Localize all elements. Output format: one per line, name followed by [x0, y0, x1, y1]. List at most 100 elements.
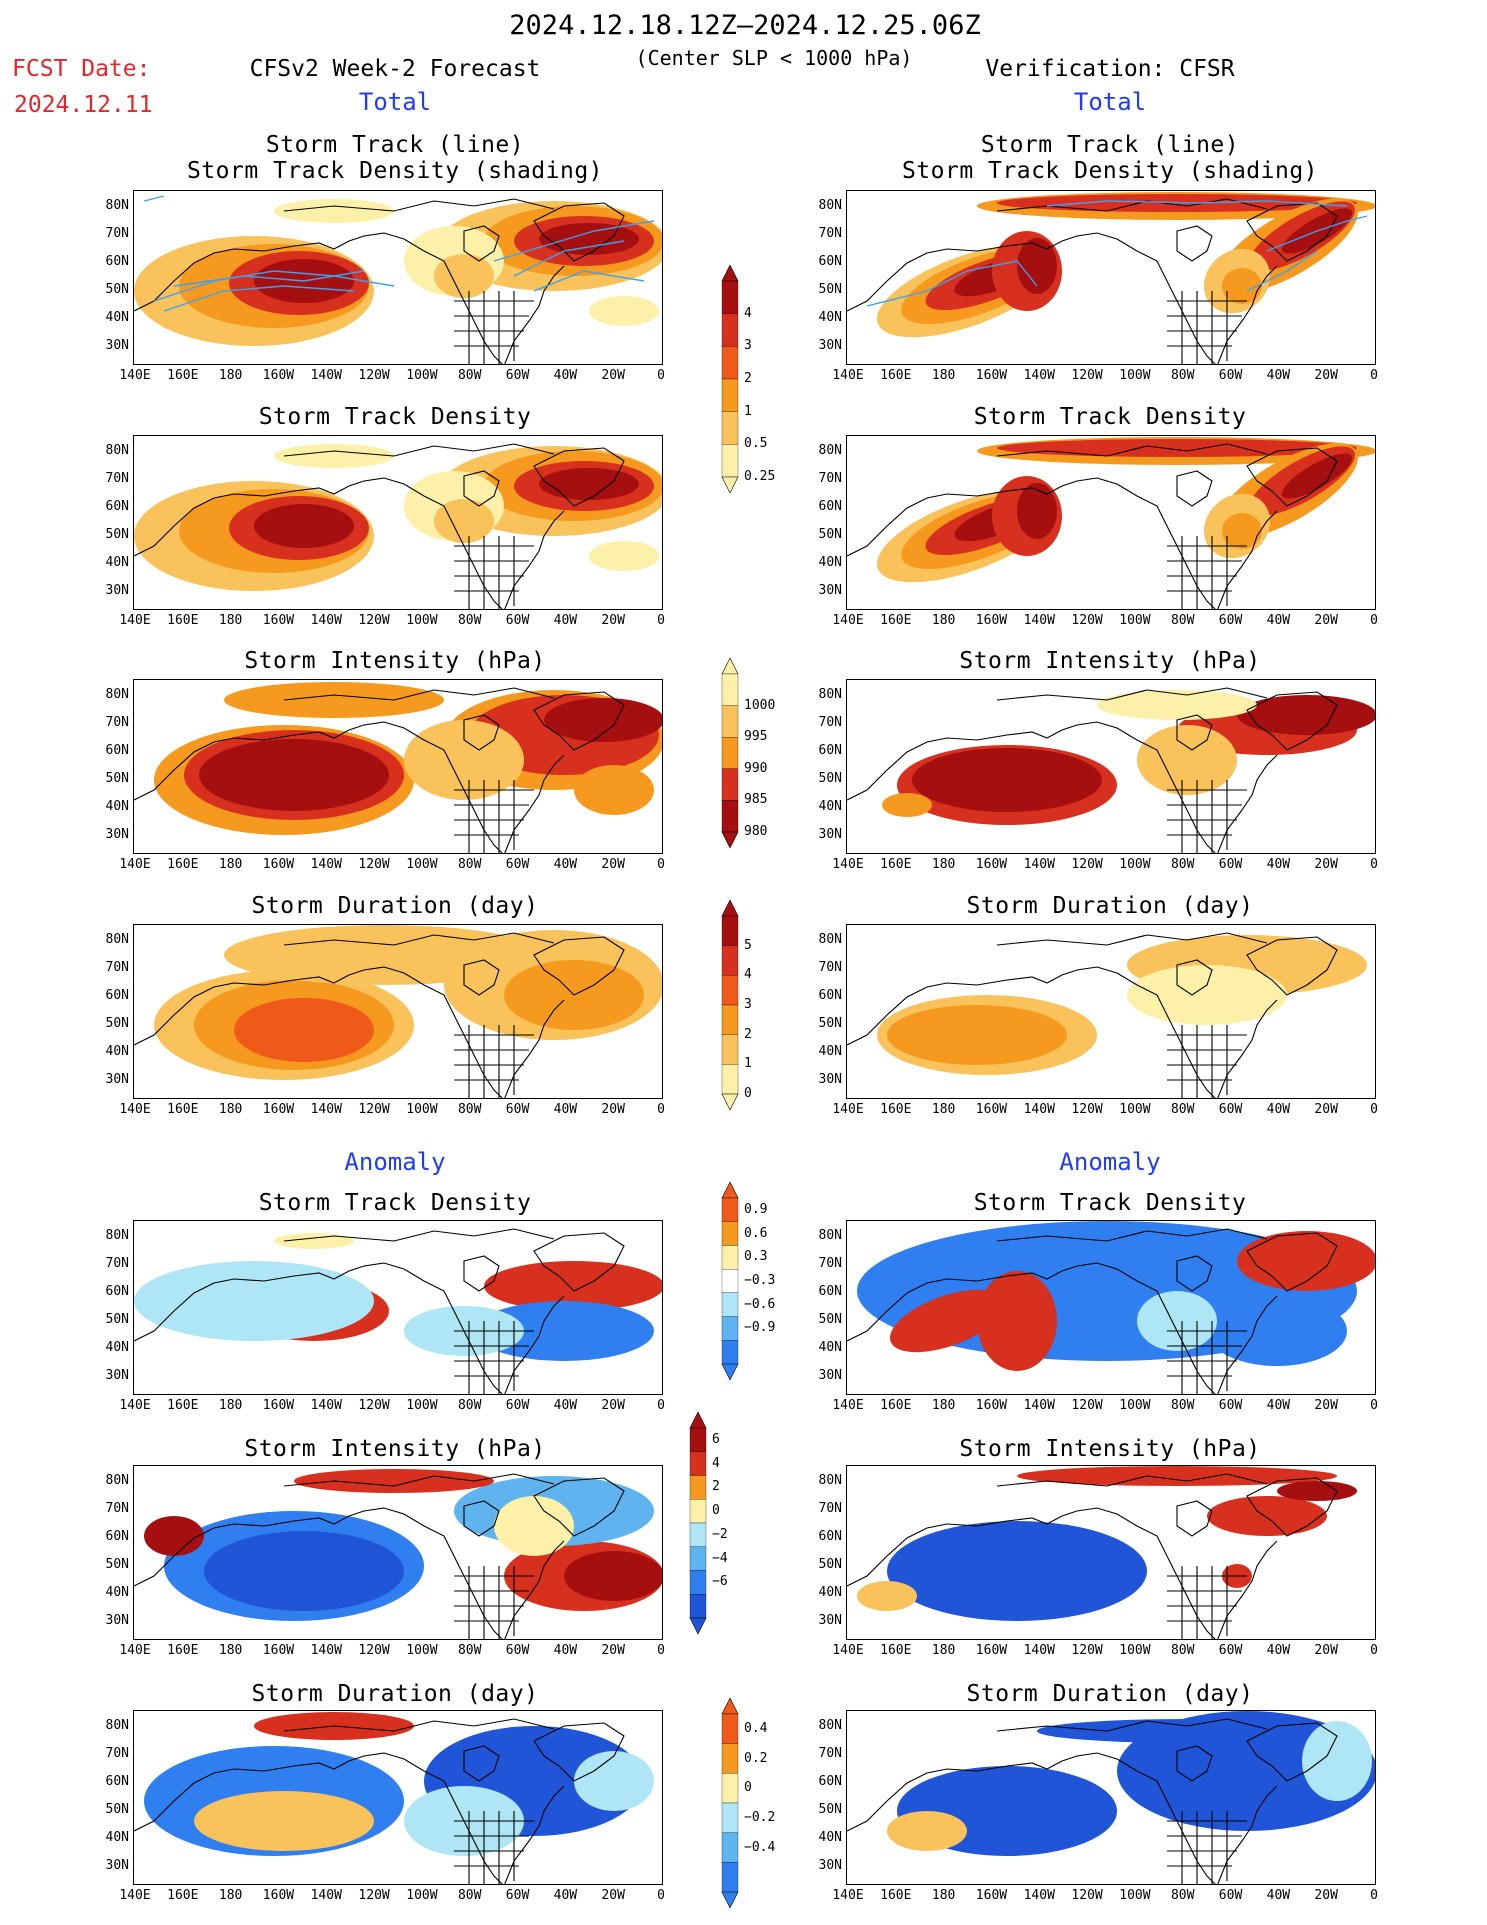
shading-region [204, 1531, 404, 1611]
colorbar-swatch [721, 313, 739, 347]
colorbar-label: 1 [744, 1056, 752, 1072]
lon-tick-label: 40W [1266, 857, 1291, 872]
colorbar-duration-anom: 0.4 0.2 0 −0.2 −0.4 [721, 1697, 775, 1912]
lon-tick-label: 0 [657, 1643, 665, 1658]
lat-tick-label: 70N [818, 471, 842, 486]
lon-tick-label: 160E [167, 368, 199, 383]
colorbar-swatch [721, 1064, 739, 1095]
lon-tick-label: 100W [1119, 1102, 1151, 1117]
lon-tick-label: 120W [1071, 1643, 1103, 1658]
colorbar-swatch [721, 1316, 739, 1341]
lon-tick-label: 180 [218, 1398, 243, 1413]
lat-tick-label: 70N [105, 960, 129, 975]
forecast-title: CFSv2 Week-2 Forecast [249, 56, 541, 82]
lon-tick-label: 160W [975, 1398, 1008, 1413]
colorbar-swatch [689, 1427, 707, 1452]
lon-tick-label: 60W [505, 368, 530, 383]
colorbar-label: −6 [712, 1574, 728, 1590]
lon-tick-label: 40W [1266, 1888, 1291, 1903]
lon-tick-label: 160E [167, 1102, 199, 1117]
colorbar-label: 3 [744, 997, 752, 1012]
lon-tick-label: 60W [505, 1643, 530, 1658]
coastline [533, 936, 625, 996]
lat-tick-label: 40N [818, 1340, 842, 1355]
lon-tick-label: 140W [1023, 1643, 1055, 1658]
coastline [283, 932, 555, 946]
colorbar-label: 2 [744, 1026, 752, 1042]
colorbar-swatch [721, 1292, 739, 1317]
colorbar-label: 2 [712, 1479, 720, 1495]
lat-tick-label: 80N [105, 687, 129, 702]
lon-tick-label: 120W [358, 857, 390, 872]
lon-tick-label: 160E [880, 857, 912, 872]
lon-tick-label: 100W [406, 1888, 438, 1903]
lon-tick-label: 180 [218, 1102, 243, 1117]
shading-region [434, 254, 494, 298]
fcst-anom-density-title: Storm Track Density [258, 1190, 532, 1216]
lon-tick-label: 100W [406, 613, 438, 628]
colorbar-swatch [721, 945, 739, 976]
shading-region [274, 444, 394, 468]
shading-region [434, 499, 494, 543]
lat-tick-label: 50N [818, 1312, 842, 1327]
period-title: 2024.12.18.12Z–2024.12.25.06Z [509, 10, 981, 41]
colorbar-duration-total: 5 4 3 2 1 0 [721, 899, 752, 1114]
lon-tick-label: 140W [1023, 613, 1055, 628]
lon-tick-label: 120W [1071, 1398, 1103, 1413]
shading-region [997, 439, 1357, 457]
lon-tick-label: 80W [457, 613, 482, 628]
lat-tick-label: 70N [105, 1501, 129, 1516]
lon-tick-label: 20W [1314, 368, 1338, 383]
lon-tick-label: 160W [262, 857, 295, 872]
lon-tick-label: 60W [1218, 857, 1243, 872]
colorbar-swatch [721, 800, 739, 833]
lon-tick-label: 160E [880, 1888, 912, 1903]
coastline [454, 1566, 534, 1639]
lon-tick-label: 100W [406, 1398, 438, 1413]
lon-tick-label: 140E [119, 368, 151, 383]
lon-tick-label: 140W [1023, 368, 1055, 383]
lat-tick-label: 50N [818, 527, 842, 542]
lat-tick-label: 70N [818, 1746, 842, 1761]
lat-tick-label: 40N [818, 799, 842, 814]
lon-tick-label: 40W [553, 368, 578, 383]
lat-tick-label: 40N [818, 310, 842, 325]
lon-tick-label: 140E [832, 368, 864, 383]
lon-tick-label: 160E [167, 613, 199, 628]
coastline [463, 225, 500, 262]
lat-tick-label: 80N [105, 1228, 129, 1243]
verif-intensity-title: Storm Intensity (hPa) [959, 648, 1261, 674]
lon-tick-label: 140W [1023, 1102, 1055, 1117]
lat-tick-label: 50N [105, 1016, 129, 1031]
colorbar-arrow [721, 1093, 739, 1111]
colorbar-label: 4 [712, 1455, 720, 1471]
lat-tick-label: 80N [105, 932, 129, 947]
fcst-intensity-title: Storm Intensity (hPa) [244, 648, 546, 674]
lat-tick-label: 60N [818, 499, 842, 514]
lat-tick-label: 60N [105, 499, 129, 514]
lon-tick-label: 160W [262, 1102, 295, 1117]
colorbar-swatch [721, 1832, 739, 1863]
colorbar-swatch [721, 1340, 739, 1365]
coastline [283, 198, 555, 212]
lat-tick-label: 80N [105, 198, 129, 213]
lon-tick-label: 140W [310, 368, 342, 383]
shading-region [882, 793, 932, 817]
lon-tick-label: 120W [358, 1102, 390, 1117]
colorbar-label: 0.9 [744, 1201, 768, 1217]
lat-tick-label: 30N [105, 827, 129, 842]
lon-tick-label: 100W [1119, 613, 1151, 628]
lon-tick-label: 140E [832, 1888, 864, 1903]
lon-tick-label: 0 [657, 857, 665, 872]
lat-tick-label: 40N [105, 1044, 129, 1059]
fcst-track-density-with-lines [133, 190, 663, 365]
coastline [463, 1745, 500, 1782]
lon-tick-label: 160W [262, 1888, 295, 1903]
lat-tick-label: 60N [105, 1529, 129, 1544]
lon-tick-label: 160W [975, 368, 1008, 383]
coastline [1246, 1477, 1338, 1537]
lon-tick-label: 160W [262, 613, 295, 628]
lat-tick-label: 30N [818, 827, 842, 842]
colorbar-label: −0.2 [744, 1809, 776, 1825]
verif-density-title: Storm Track Density [973, 404, 1247, 430]
